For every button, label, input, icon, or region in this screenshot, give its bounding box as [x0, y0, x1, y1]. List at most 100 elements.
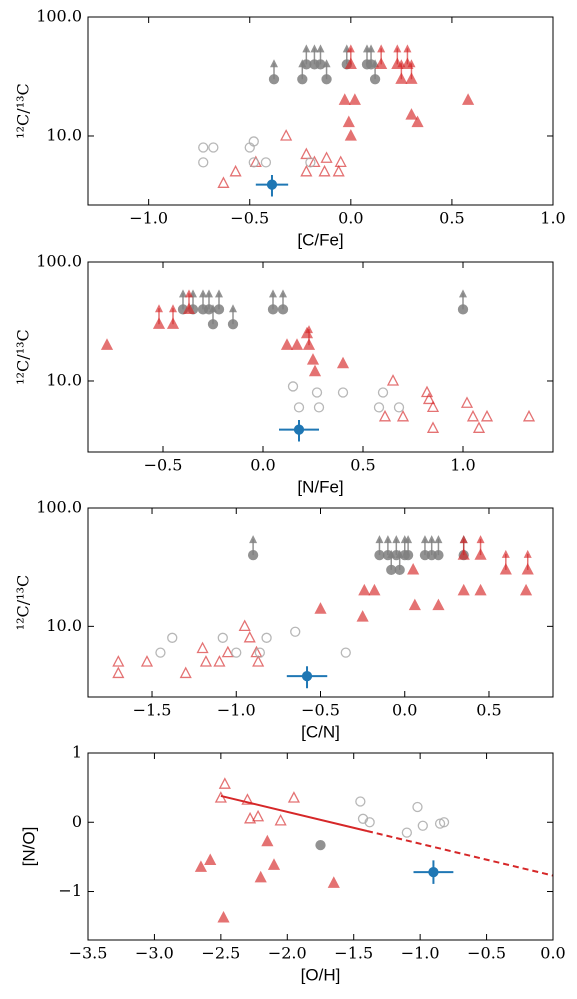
triangle-marker	[368, 583, 381, 596]
circle-marker	[364, 817, 375, 828]
circle-marker	[227, 319, 239, 330]
limit-arrow-head	[269, 289, 277, 298]
y-tick-label: 0	[72, 812, 82, 831]
x-tick-label: 0.5	[350, 456, 375, 475]
limit-arrow-head	[375, 535, 384, 544]
triangle-marker	[213, 655, 226, 667]
circle-marker	[402, 549, 414, 561]
triangle-marker	[112, 666, 125, 679]
triangle-marker	[426, 400, 440, 413]
triangle-marker	[252, 655, 265, 667]
circle-marker	[207, 319, 219, 330]
x-tick-label: −1.0	[401, 944, 440, 963]
limit-arrow-head	[155, 304, 163, 313]
y-tick-label: 100.0	[36, 252, 82, 271]
limit-arrow-head	[249, 535, 258, 544]
circle-marker	[394, 564, 405, 576]
circle-marker	[428, 866, 439, 878]
panel: −1.5 −1.0 −0.5 0.0 0.5 10.0 100.0 [C/N] ¹²C/¹³C	[14, 498, 554, 741]
x-tick-label: 0.5	[476, 701, 501, 720]
limit-arrow-head	[346, 44, 355, 53]
limit-arrow-head	[459, 535, 468, 544]
triangle-marker	[432, 598, 445, 611]
circle-marker	[267, 304, 279, 315]
circle-marker	[301, 670, 313, 682]
circle-marker	[261, 632, 272, 643]
circle-marker	[401, 827, 413, 838]
triangle-marker	[112, 655, 125, 667]
triangle-marker	[519, 583, 533, 596]
limit-arrow-head	[427, 535, 436, 544]
x-tick-label: 1.0	[450, 456, 475, 475]
triangle-marker	[408, 598, 421, 611]
circle-marker	[355, 796, 366, 807]
limit-arrow-head	[229, 304, 237, 313]
circle-marker	[340, 647, 351, 658]
triangle-marker	[306, 353, 320, 365]
circle-marker	[254, 647, 265, 658]
triangle-marker	[356, 610, 369, 622]
triangle-marker	[152, 317, 166, 329]
circle-marker	[313, 402, 325, 413]
triangle-marker	[179, 666, 192, 679]
circle-marker	[167, 632, 178, 643]
x-axis-label: [C/Fe]	[297, 230, 343, 249]
limit-arrow-head	[407, 59, 416, 68]
y-tick-label: −1	[58, 881, 82, 900]
triangle-marker	[386, 374, 400, 386]
circle-marker	[208, 142, 219, 153]
x-tick-label: 0.0	[540, 944, 565, 963]
triangle-marker	[229, 164, 242, 177]
limit-arrow-head	[169, 304, 177, 313]
circle-marker	[374, 549, 385, 561]
circle-marker	[198, 142, 209, 153]
circle-marker	[386, 564, 397, 576]
limit-arrow-head	[310, 44, 319, 53]
triangle-marker	[300, 147, 313, 160]
x-tick-label: −1.5	[133, 701, 172, 720]
circle-marker	[198, 157, 209, 168]
x-tick-label: −2.5	[201, 944, 240, 963]
x-tick-label: 0.0	[250, 456, 275, 475]
triangle-marker	[218, 777, 231, 789]
panel: −0.5 0.0 0.5 1.0 10.0 100.0 [N/Fe] ¹²C/¹³C	[14, 252, 554, 496]
triangle-marker	[358, 583, 371, 596]
x-tick-label: −3.0	[135, 944, 174, 963]
triangle-marker	[302, 338, 316, 350]
x-tick-label: −1.0	[217, 701, 256, 720]
triangle-marker	[308, 364, 322, 377]
triangle-marker	[300, 164, 313, 177]
panel: −3.5 −3.0 −2.5 −2.0 −1.5 −1.0 −0.5 0.0 −1 0 1 [O/H]…	[19, 743, 565, 985]
x-tick-label: −3.5	[69, 944, 108, 963]
limit-arrow-head	[377, 44, 386, 53]
panel: −1.0 −0.5 0.0 0.5 1.0 10.0 100.0 [C/Fe] ¹²C/¹³C	[14, 7, 566, 250]
triangle-marker	[466, 409, 480, 422]
triangle-marker	[314, 602, 327, 614]
triangle-marker	[217, 910, 230, 923]
circle-marker	[268, 74, 280, 85]
circle-marker	[315, 839, 326, 851]
limit-arrow-head	[185, 289, 193, 298]
circle-marker	[377, 387, 389, 398]
plot-frame	[87, 16, 554, 206]
triangle-marker	[267, 858, 281, 870]
circle-marker	[290, 626, 301, 637]
triangle-marker	[426, 421, 440, 433]
triangle-marker	[420, 385, 434, 398]
triangle-marker	[320, 151, 333, 163]
circle-marker	[217, 632, 228, 643]
triangle-marker	[238, 619, 251, 632]
triangle-marker	[457, 548, 470, 560]
triangle-marker	[344, 129, 357, 141]
trend-line	[366, 830, 554, 877]
circle-marker	[321, 74, 332, 85]
y-tick-label: 1	[72, 743, 82, 762]
triangle-marker	[462, 93, 475, 105]
triangle-marker	[472, 421, 486, 433]
triangle-marker	[375, 57, 388, 69]
trend-line	[220, 794, 368, 832]
y-tick-label: 100.0	[36, 498, 82, 517]
triangle-marker	[405, 108, 418, 120]
triangle-marker	[327, 876, 340, 888]
limit-arrow-head	[270, 59, 278, 68]
